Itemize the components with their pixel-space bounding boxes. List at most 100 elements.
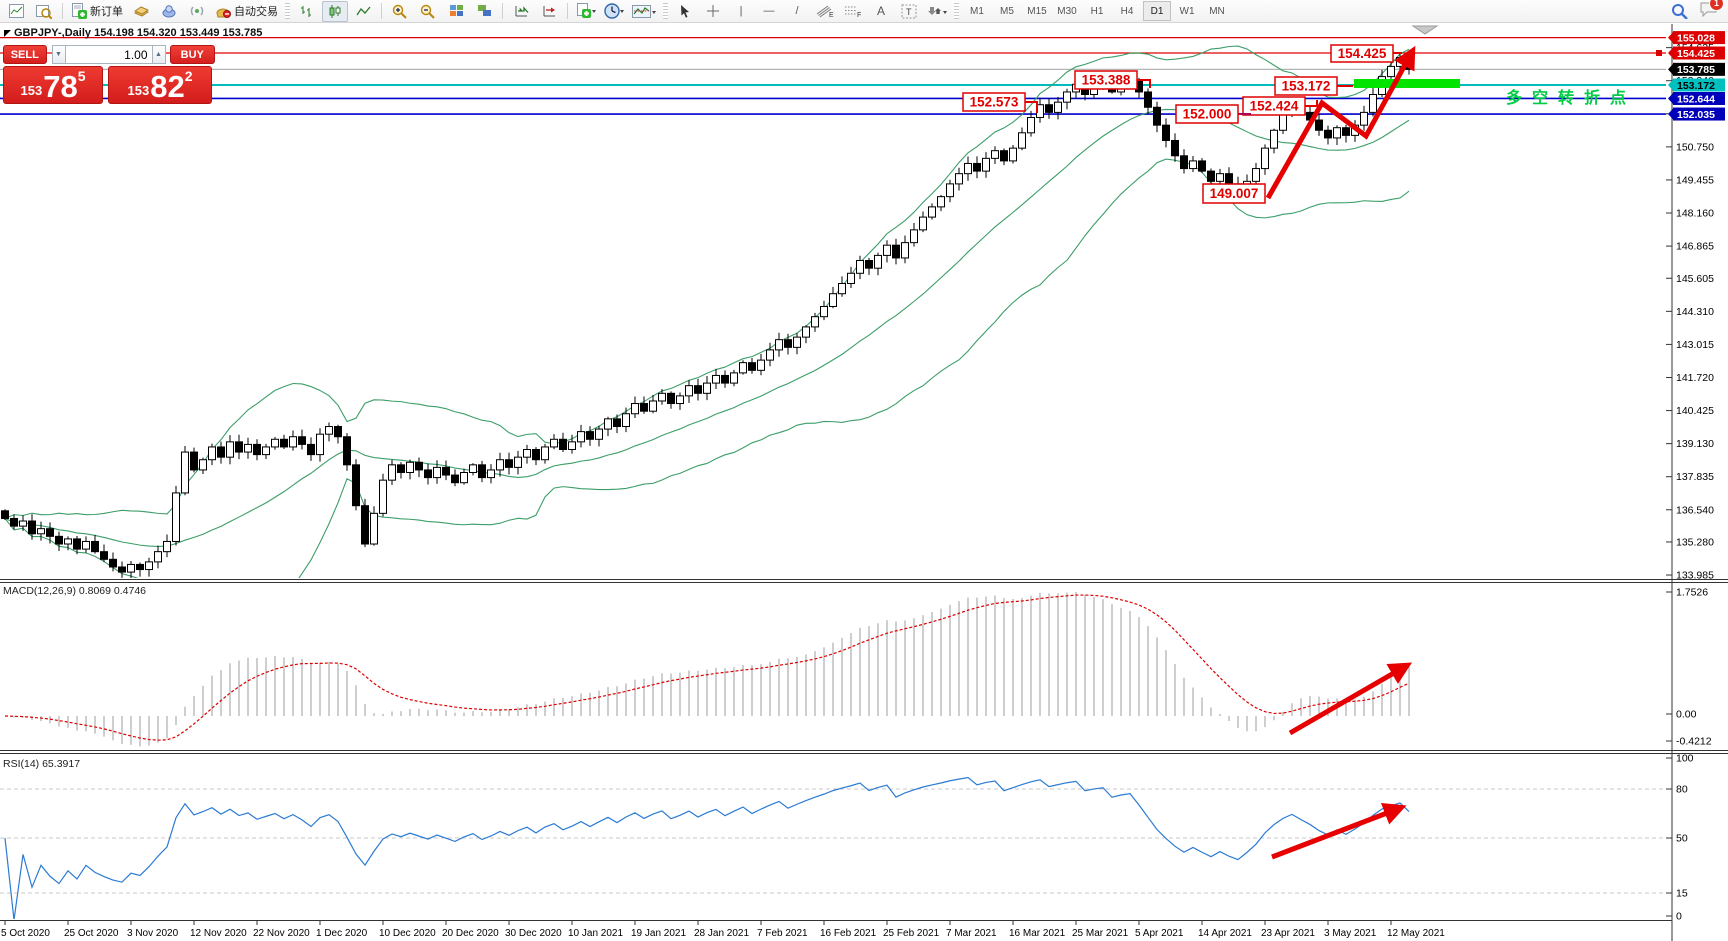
svg-text:7 Feb 2021: 7 Feb 2021 — [757, 928, 808, 939]
price-annotation-label[interactable]: 153.388 — [1074, 70, 1151, 90]
pivot-zone-bar[interactable] — [1354, 79, 1460, 88]
chart-profile-icon[interactable] — [31, 1, 57, 22]
new-template-icon[interactable] — [573, 1, 599, 22]
bar-chart-type-icon[interactable] — [294, 1, 320, 22]
signals-icon[interactable] — [184, 1, 210, 22]
vertical-line-icon[interactable]: | — [739, 5, 743, 17]
buy-price-figure: 153 — [127, 83, 150, 98]
zoom-in-icon[interactable] — [387, 1, 413, 22]
svg-text:152.644: 152.644 — [1677, 93, 1715, 105]
text-label-icon[interactable]: T — [896, 1, 922, 22]
zoom-out-icon[interactable] — [415, 1, 441, 22]
sell-price-point: 5 — [77, 68, 86, 84]
tile-windows-icon[interactable] — [443, 1, 469, 22]
timeframe-group: M1 M5 M15 M30 H1 H4 D1 W1 MN — [962, 1, 1232, 22]
main-trend-arrow[interactable] — [1265, 45, 1416, 200]
volume-control: ▼ ▲ — [51, 45, 166, 64]
text-icon[interactable]: A — [876, 4, 885, 18]
timeframe-H1[interactable]: H1 — [1090, 5, 1104, 17]
indicators-icon[interactable] — [629, 1, 659, 22]
volume-decrease-button[interactable]: ▼ — [51, 45, 66, 64]
chart-shift-marker-icon[interactable] — [1411, 25, 1439, 35]
svg-text:12 Nov 2020: 12 Nov 2020 — [190, 928, 247, 939]
svg-text:7 Mar 2021: 7 Mar 2021 — [946, 928, 997, 939]
svg-text:25 Mar 2021: 25 Mar 2021 — [1072, 928, 1129, 939]
chart-window-icon[interactable] — [3, 1, 29, 22]
chat-icon[interactable]: 1 — [1699, 0, 1724, 22]
svg-text:28 Jan 2021: 28 Jan 2021 — [694, 928, 749, 939]
volume-input[interactable] — [65, 45, 152, 64]
timeframe-M5[interactable]: M5 — [1000, 5, 1014, 17]
time-axis[interactable]: 5 Oct 2020 25 Oct 2020 3 Nov 2020 12 Nov 20… — [1, 921, 1445, 939]
svg-text:14 Apr 2021: 14 Apr 2021 — [1198, 928, 1252, 939]
svg-text:152.035: 152.035 — [1677, 109, 1715, 121]
price-annotation-label[interactable]: 149.007 — [1202, 183, 1266, 204]
svg-text:140.425: 140.425 — [1676, 405, 1714, 417]
timeframe-MN[interactable]: MN — [1209, 5, 1225, 17]
sell-button[interactable]: SELL — [3, 45, 47, 64]
fibonacci-icon[interactable]: F — [840, 1, 866, 22]
buy-button[interactable]: BUY — [169, 45, 215, 64]
price-annotation-label[interactable]: 153.172 — [1274, 76, 1353, 96]
svg-text:146.865: 146.865 — [1676, 241, 1714, 253]
timeframe-M30[interactable]: M30 — [1057, 5, 1077, 17]
svg-text:136.540: 136.540 — [1676, 504, 1714, 516]
auto-trading-button[interactable]: 自动交易 — [212, 1, 281, 22]
price-annotation-label[interactable]: 152.000 — [1175, 104, 1251, 124]
macd-trend-arrow[interactable] — [1288, 662, 1413, 736]
new-order-label: 新订单 — [90, 6, 123, 18]
sell-price-figure: 153 — [20, 83, 43, 98]
price-annotation-label[interactable]: 152.573 — [962, 92, 1038, 113]
price-annotation-label[interactable]: 154.425 — [1330, 44, 1402, 63]
line-chart-type-icon[interactable] — [350, 1, 376, 22]
search-icon[interactable] — [1666, 1, 1692, 22]
line-handle[interactable] — [1656, 49, 1662, 56]
timeframe-M15[interactable]: M15 — [1027, 5, 1047, 17]
svg-text:5 Apr 2021: 5 Apr 2021 — [1135, 928, 1184, 939]
candlestick-chart-type-icon[interactable] — [322, 0, 348, 22]
auto-scroll-icon[interactable] — [508, 1, 534, 22]
quotes-icon[interactable] — [128, 1, 154, 22]
rsi-axis-label: 0 — [1676, 911, 1682, 923]
svg-text:30 Dec 2020: 30 Dec 2020 — [505, 928, 562, 939]
svg-text:T: T — [906, 7, 912, 17]
volume-increase-button[interactable]: ▲ — [151, 45, 166, 64]
period-icon[interactable] — [601, 1, 627, 22]
chat-badge: 1 — [1709, 0, 1724, 11]
auto-trading-label: 自动交易 — [234, 6, 278, 18]
svg-text:135.280: 135.280 — [1676, 536, 1714, 548]
one-click-collapse-icon[interactable] — [4, 30, 11, 37]
buy-price-button[interactable]: 153 82 2 — [108, 66, 212, 104]
svg-text:152.424: 152.424 — [1250, 99, 1299, 114]
timeframe-H4[interactable]: H4 — [1120, 5, 1134, 17]
rsi-trend-arrow[interactable] — [1271, 802, 1407, 860]
rsi-axis-label: 80 — [1676, 784, 1688, 796]
timeframe-D1[interactable]: D1 — [1143, 1, 1171, 22]
svg-text:5 Oct 2020: 5 Oct 2020 — [1, 928, 50, 939]
price-axis[interactable]: 154.635153.340152.045150.750149.455148.1… — [1666, 31, 1725, 582]
svg-text:25 Feb 2021: 25 Feb 2021 — [883, 928, 940, 939]
equidistant-channel-icon[interactable]: E — [812, 1, 838, 22]
svg-text:145.605: 145.605 — [1676, 273, 1714, 285]
timeframe-W1[interactable]: W1 — [1179, 5, 1195, 17]
sell-price-button[interactable]: 153 78 5 — [3, 66, 103, 104]
timeframe-M1[interactable]: M1 — [970, 5, 984, 17]
cascade-windows-icon[interactable] — [471, 1, 497, 22]
bollinger-middle-band — [4, 108, 1410, 547]
price-annotation-label[interactable]: 152.424 — [1242, 96, 1318, 116]
svg-text:149.007: 149.007 — [1210, 186, 1259, 201]
rsi-indicator-label: RSI(14) 65.3917 — [3, 758, 81, 770]
svg-text:137.835: 137.835 — [1676, 471, 1714, 483]
pivot-annotation-text[interactable]: 多空转折点 — [1506, 88, 1636, 107]
svg-text:1 Dec 2020: 1 Dec 2020 — [316, 928, 368, 939]
market-depth-icon[interactable] — [156, 1, 182, 22]
arrows-tool-icon[interactable] — [924, 1, 950, 22]
chart-shift-icon[interactable] — [536, 1, 562, 22]
trendline-icon[interactable]: / — [795, 5, 799, 17]
new-order-button[interactable]: 新订单 — [68, 1, 126, 22]
cursor-icon[interactable] — [672, 1, 698, 22]
candlestick-series — [1, 52, 1413, 578]
crosshair-icon[interactable] — [700, 1, 726, 22]
horizontal-line-icon[interactable]: — — [763, 5, 775, 17]
